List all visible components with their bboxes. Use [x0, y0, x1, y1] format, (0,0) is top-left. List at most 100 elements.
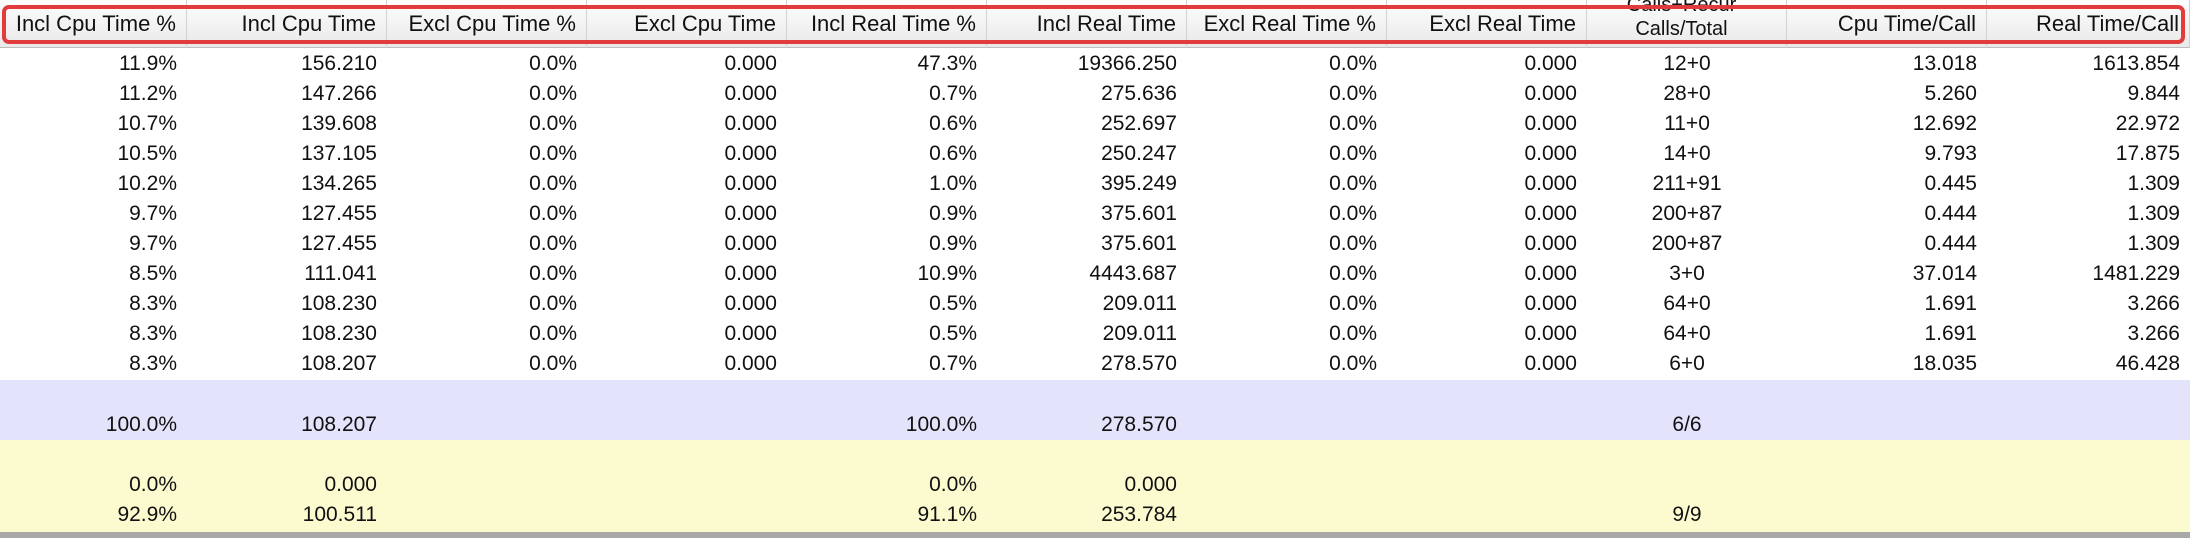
cell-excl-cpu-time: 0.000 [724, 82, 777, 105]
column-header-incl-cpu-pct[interactable]: Incl Cpu Time % [0, 0, 187, 48]
cell-excl-real-time: 0.000 [1524, 232, 1577, 255]
cell-incl-real-pct: 91.1% [917, 503, 977, 526]
cell-excl-cpu-pct [387, 500, 587, 530]
table-row[interactable]: 8.3% 108.230 0.0% 0.000 0.5% 209.011 0.0% 0.000… [0, 319, 2190, 349]
cell-cpu-time-per-call: 13.018 [1912, 52, 1977, 75]
cell-excl-real-pct: 0.0% [1329, 292, 1377, 315]
cell-excl-cpu-time: 0.000 [724, 262, 777, 285]
column-header-incl-real-time[interactable]: Incl Real Time [987, 0, 1187, 48]
cell-incl-cpu-pct: 10.5% [117, 142, 177, 165]
cell-excl-cpu-time: 0.000 [724, 112, 777, 135]
cell-excl-cpu-pct: 0.0% [529, 232, 577, 255]
table-row[interactable]: 9.7% 127.455 0.0% 0.000 0.9% 375.601 0.0% 0.000… [0, 229, 2190, 259]
cell-excl-real-pct: 0.0% [1329, 202, 1377, 225]
cell-excl-real-pct [1187, 410, 1387, 440]
cell-excl-real-pct: 0.0% [1329, 112, 1377, 135]
cell-calls-recur [1587, 470, 1787, 500]
cell-calls-recur: 3+0 [1669, 262, 1705, 285]
table-row[interactable]: 11.2% 147.266 0.0% 0.000 0.7% 275.636 0.0% 0.00… [0, 79, 2190, 109]
column-header-real-time-per-call[interactable]: Real Time/Call [1987, 0, 2190, 48]
cell-incl-real-pct: 0.5% [929, 322, 977, 345]
table-row[interactable]: 10.2% 134.265 0.0% 0.000 1.0% 395.249 0.0% 0.00… [0, 169, 2190, 199]
cell-calls-recur: 6/6 [1672, 413, 1702, 436]
horizontal-scrollbar[interactable] [0, 532, 2190, 538]
table-row[interactable]: 8.3% 108.230 0.0% 0.000 0.5% 209.011 0.0% 0.000… [0, 289, 2190, 319]
cell-incl-cpu-pct: 10.7% [117, 112, 177, 135]
cell-cpu-time-per-call: 0.445 [1924, 172, 1977, 195]
cell-real-time-per-call: 9.844 [2127, 82, 2180, 105]
cell-incl-real-time: 395.249 [1101, 172, 1177, 195]
cell-excl-real-time [1387, 470, 1587, 500]
cell-incl-cpu-pct: 8.3% [129, 352, 177, 375]
table-row[interactable]: 8.5% 111.041 0.0% 0.000 10.9% 4443.687 0.0% 0.0… [0, 259, 2190, 289]
column-header-excl-real-pct[interactable]: Excl Real Time % [1187, 0, 1387, 48]
parent-section [0, 380, 2190, 440]
cell-excl-real-pct: 0.0% [1329, 52, 1377, 75]
cell-incl-cpu-pct: 10.2% [117, 172, 177, 195]
cell-incl-cpu-time: 156.210 [301, 52, 377, 75]
column-header-incl-cpu-time[interactable]: Incl Cpu Time [187, 0, 387, 48]
cell-calls-recur: 211+91 [1652, 172, 1722, 195]
cell-incl-cpu-time: 0.000 [324, 473, 377, 496]
cell-incl-real-time: 209.011 [1102, 322, 1177, 345]
cell-excl-cpu-time: 0.000 [724, 52, 777, 75]
cell-calls-recur: 28+0 [1663, 82, 1711, 105]
cell-incl-real-pct: 1.0% [929, 172, 977, 195]
cell-excl-real-time: 0.000 [1524, 112, 1577, 135]
cell-real-time-per-call: 17.875 [2115, 142, 2180, 165]
table-row[interactable]: 10.7% 139.608 0.0% 0.000 0.6% 252.697 0.0% 0.00… [0, 109, 2190, 139]
cell-incl-real-pct: 0.6% [929, 142, 977, 165]
cell-excl-real-pct: 0.0% [1329, 322, 1377, 345]
column-header-incl-real-pct[interactable]: Incl Real Time % [787, 0, 987, 48]
cell-excl-real-time [1387, 500, 1587, 530]
cell-incl-cpu-time: 127.455 [301, 232, 377, 255]
child-row[interactable]: 0.0% 0.000 0.0% 0.000 [0, 470, 2190, 500]
cell-cpu-time-per-call: 0.444 [1924, 202, 1977, 225]
column-header-calls-recur[interactable]: Calls+Recur Calls/Total [1587, 0, 1787, 48]
cell-excl-cpu-time [587, 500, 787, 530]
table-row[interactable]: 10.5% 137.105 0.0% 0.000 0.6% 250.247 0.0% 0.00… [0, 139, 2190, 169]
cell-incl-real-pct: 100.0% [905, 413, 977, 436]
cell-incl-cpu-time: 108.207 [301, 413, 377, 436]
cell-incl-real-pct: 0.5% [929, 292, 977, 315]
table-row[interactable]: 11.9% 156.210 0.0% 0.000 47.3% 19366.250 0.0% 0… [0, 49, 2190, 79]
child-row[interactable]: 92.9% 100.511 91.1% 253.784 9/9 [0, 500, 2190, 530]
cell-incl-real-pct: 0.0% [929, 473, 977, 496]
cell-incl-real-time: 278.570 [1101, 352, 1177, 375]
cell-excl-real-time: 0.000 [1524, 292, 1577, 315]
cell-incl-cpu-pct: 11.2% [119, 82, 177, 105]
column-header-cpu-time-per-call[interactable]: Cpu Time/Call [1787, 0, 1987, 48]
cell-excl-real-pct: 0.0% [1329, 142, 1377, 165]
cell-excl-cpu-pct: 0.0% [529, 82, 577, 105]
cell-cpu-time-per-call: 0.444 [1924, 232, 1977, 255]
table-row[interactable]: 8.3% 108.207 0.0% 0.000 0.7% 278.570 0.0% 0.000… [0, 349, 2190, 379]
cell-excl-cpu-time: 0.000 [724, 172, 777, 195]
column-header-excl-cpu-time[interactable]: Excl Cpu Time [587, 0, 787, 48]
cell-incl-cpu-pct: 9.7% [129, 202, 177, 225]
table-row[interactable]: 9.7% 127.455 0.0% 0.000 0.9% 375.601 0.0% 0.000… [0, 199, 2190, 229]
cell-cpu-time-per-call [1787, 410, 1987, 440]
cell-excl-real-time [1387, 410, 1587, 440]
column-header-line1: Calls+Recur [1626, 0, 1737, 16]
cell-excl-cpu-time: 0.000 [724, 202, 777, 225]
parent-row[interactable]: 100.0% 108.207 100.0% 278.570 6/6 [0, 410, 2190, 440]
cell-excl-cpu-pct: 0.0% [529, 292, 577, 315]
cell-incl-cpu-time: 147.266 [301, 82, 377, 105]
column-header-excl-real-time[interactable]: Excl Real Time [1387, 0, 1587, 48]
cell-excl-real-time: 0.000 [1524, 352, 1577, 375]
cell-incl-cpu-time: 139.608 [301, 112, 377, 135]
cell-real-time-per-call: 1613.854 [2092, 52, 2180, 75]
cell-excl-cpu-pct: 0.0% [529, 352, 577, 375]
cell-incl-cpu-pct: 100.0% [105, 413, 177, 436]
cell-cpu-time-per-call [1787, 500, 1987, 530]
cell-real-time-per-call [1987, 500, 2190, 530]
cell-incl-real-time: 209.011 [1102, 292, 1177, 315]
cell-cpu-time-per-call: 5.260 [1924, 82, 1977, 105]
column-header-excl-cpu-pct[interactable]: Excl Cpu Time % [387, 0, 587, 48]
cell-incl-real-time: 278.570 [1101, 413, 1177, 436]
cell-calls-recur: 12+0 [1663, 52, 1711, 75]
cell-excl-real-time: 0.000 [1524, 142, 1577, 165]
cell-excl-real-time: 0.000 [1524, 202, 1577, 225]
cell-excl-cpu-time: 0.000 [724, 292, 777, 315]
cell-excl-cpu-time: 0.000 [724, 352, 777, 375]
